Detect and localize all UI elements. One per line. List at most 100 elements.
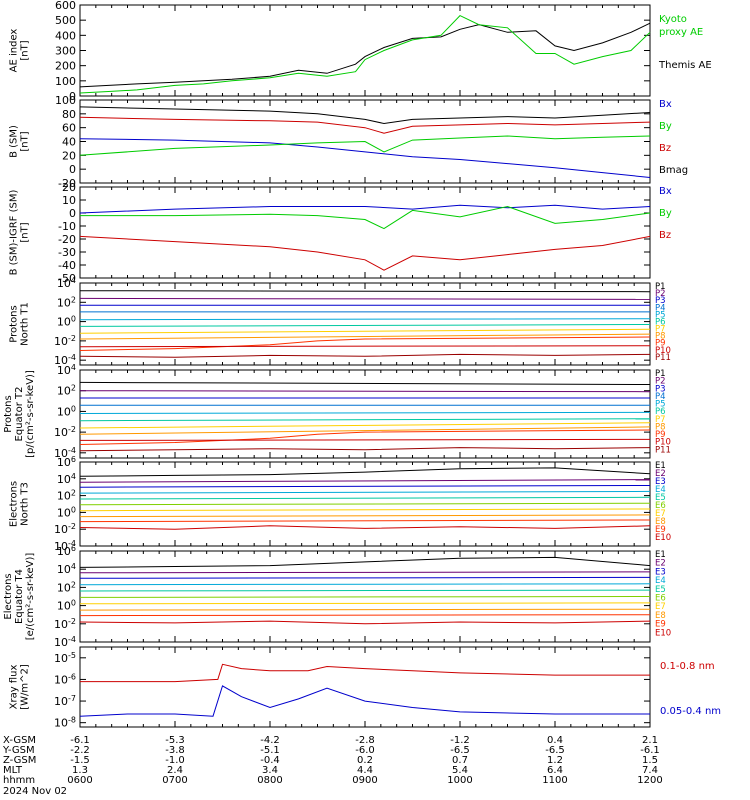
y-tick-label: 20 — [62, 181, 76, 194]
series-line-e9 — [79, 614, 651, 617]
series-line-0-1-0-8-nm — [80, 663, 650, 683]
series-line-e4 — [79, 583, 651, 586]
ephemeris-value: 2.4 — [167, 765, 183, 776]
legend-entry: E10 — [655, 628, 671, 638]
legend-entry: E9 — [655, 620, 666, 630]
series-line-e8 — [79, 608, 651, 611]
series-line-e2 — [79, 479, 651, 483]
y-tick-label: 106 — [57, 544, 76, 558]
legend-entry: Themis AE — [658, 60, 712, 71]
y-axis-label: B (SM)-IGRF (SM) — [9, 190, 20, 276]
legend-entry: E2 — [655, 559, 666, 569]
legend-entry: proxy AE — [659, 27, 703, 38]
ephemeris-value: 1.2 — [547, 755, 563, 766]
ephemeris-label: Z-GSM — [3, 755, 36, 766]
y-tick-label: 300 — [55, 45, 76, 58]
legend-entry: E10 — [655, 533, 671, 543]
legend-entry: P8 — [655, 332, 666, 342]
legend-entry: Bz — [659, 143, 671, 154]
y-tick-label: 100 — [57, 505, 76, 519]
y-tick-label: 100 — [57, 315, 76, 329]
ephemeris-value: -1.2 — [450, 735, 470, 746]
ephemeris-label: Y-GSM — [2, 745, 35, 756]
series-line-p7 — [79, 422, 651, 429]
series-line-e2 — [79, 571, 651, 574]
series-line-e8 — [79, 514, 651, 518]
ephemeris-value: -6.1 — [70, 735, 90, 746]
ephemeris-value: 0700 — [162, 775, 187, 786]
series-line-e5 — [79, 496, 651, 500]
legend-entry: P7 — [655, 415, 666, 425]
y-tick-label: 10-2 — [54, 522, 76, 536]
series-line-p8 — [79, 333, 651, 340]
ephemeris-value: 1200 — [637, 775, 662, 786]
ephemeris-value: 0800 — [257, 775, 282, 786]
ephemeris-value: -1.5 — [70, 755, 90, 766]
legend-entry: By — [659, 121, 672, 132]
legend-entry: E6 — [655, 594, 666, 604]
y-tick-label: 10-8 — [54, 716, 76, 730]
ephemeris-value: 1.3 — [72, 765, 88, 776]
y-tick-label: -10 — [58, 220, 76, 233]
y-tick-label: 20 — [62, 149, 76, 162]
y-axis-label: Equator T2 — [14, 387, 25, 442]
y-tick-label: 10-5 — [54, 651, 76, 665]
panel-frame — [79, 186, 651, 279]
y-tick-label: 10-4 — [54, 539, 76, 553]
legend-entry: E8 — [655, 611, 666, 621]
y-tick-label: 40 — [62, 136, 76, 149]
y-axis-label: [nT] — [20, 222, 31, 242]
ephemeris-value: -6.1 — [640, 745, 660, 756]
legend-entry: E4 — [655, 485, 666, 495]
y-tick-label: 200 — [55, 60, 76, 73]
y-axis-label: Protons — [9, 305, 20, 342]
y-axis-label: [nT] — [20, 131, 31, 151]
series-line-e6 — [79, 502, 651, 506]
legend-entry: P10 — [655, 346, 671, 356]
legend-entry: P1 — [655, 369, 666, 379]
ephemeris-label: MLT — [3, 765, 23, 776]
legend-entry: Bx — [659, 186, 672, 197]
y-tick-label: 60 — [62, 122, 76, 135]
legend-entry: E1 — [655, 550, 666, 560]
y-axis-label: [nT] — [20, 40, 31, 60]
legend-entry: Bx — [659, 99, 672, 110]
legend: Bx By Bz — [659, 186, 672, 241]
legend: Bx By Bz Bmag — [659, 99, 688, 176]
y-tick-label: 10 — [62, 194, 76, 207]
legend-entry: E7 — [655, 602, 666, 612]
y-axis-label: Protons — [3, 395, 14, 432]
ephemeris-value: -6.5 — [450, 745, 470, 756]
ephemeris-value: -2.2 — [70, 745, 90, 756]
y-tick-label: -20 — [58, 177, 76, 190]
ephemeris-value: 1000 — [447, 775, 472, 786]
ephemeris-value: 4.4 — [357, 765, 373, 776]
series-line-by — [79, 135, 651, 156]
y-axis-label: North T3 — [20, 482, 31, 526]
series-line-p7 — [79, 328, 651, 334]
series-line-e10 — [79, 620, 651, 625]
series-line-e6 — [79, 596, 651, 598]
ephemeris-value: 0600 — [67, 775, 92, 786]
series-line-p10 — [79, 345, 651, 348]
y-tick-label: 10-2 — [54, 617, 76, 631]
legend-entry: P6 — [655, 407, 666, 417]
series-line-bz — [79, 116, 651, 134]
y-tick-label: 400 — [55, 29, 76, 42]
legend-entry: By — [659, 208, 672, 219]
series-line-kyoto-proxy-ae — [79, 14, 651, 94]
ephemeris-value: -6.0 — [355, 745, 375, 756]
y-axis-label: AE index — [9, 29, 20, 73]
legend-entry: E4 — [655, 576, 666, 586]
legend-entry: P6 — [655, 317, 666, 327]
legend-entry: E1 — [655, 461, 666, 471]
y-axis-label: B (SM) — [9, 125, 20, 158]
panel-pe2: 104 102 100 10-2 10-4 Protons Equator T2 [p/(cm… — [3, 363, 671, 460]
y-tick-label: 104 — [57, 363, 76, 377]
ephemeris-value: 6.4 — [547, 765, 563, 776]
ephemeris-value: 1.5 — [642, 755, 658, 766]
y-tick-label: 102 — [57, 580, 76, 594]
